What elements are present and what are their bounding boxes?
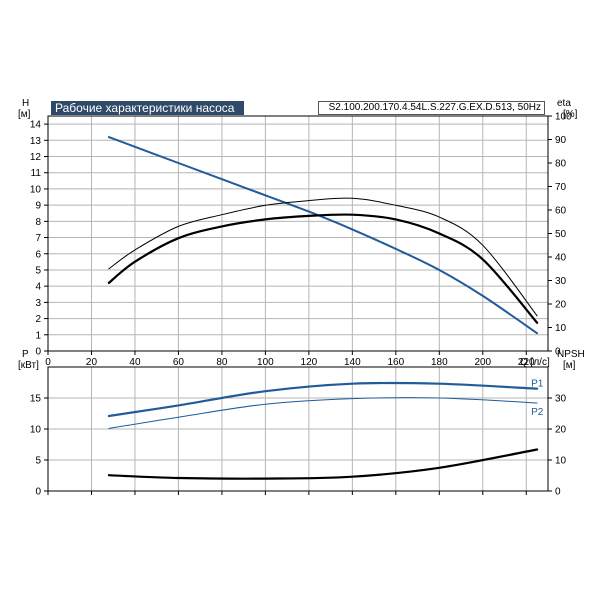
y-left-tick-label: 3 [35,298,41,309]
x-tick-label: 0 [45,357,51,368]
series-label-p1: P1 [531,379,544,390]
y-left-tick-label: 14 [30,120,42,131]
y-left-tick-label: 5 [35,265,41,276]
x-tick-label: 120 [301,357,318,368]
y-left-tick-label: 11 [31,168,42,179]
y-right-tick-label: 20 [555,300,567,311]
y-right-tick-label: 0 [555,347,561,358]
y-left-axis-label: H [22,98,29,109]
x-tick-label: 160 [387,357,404,368]
x-tick-label: 80 [216,357,228,368]
y-right-axis-label: eta [557,98,571,109]
y-right-axis-label: NPSH [557,349,585,360]
y-left-axis-label: P [22,349,29,360]
y-right-tick-label: 70 [555,182,567,193]
series-label-p2: P2 [531,407,544,418]
y-right-tick-label: 20 [555,425,567,436]
y-left-axis-unit: [кВт] [18,360,39,371]
y-left-tick-label: 15 [30,394,42,405]
series-line-p2 [108,397,538,429]
y-right-tick-label: 40 [555,253,567,264]
y-right-tick-label: 90 [555,135,567,146]
x-tick-label: 20 [86,357,98,368]
y-left-tick-label: 13 [30,136,42,147]
y-right-tick-label: 60 [555,206,567,217]
y-left-tick-label: 9 [35,201,41,212]
y-left-tick-label: 12 [30,152,42,163]
y-left-tick-label: 10 [30,184,42,195]
y-left-tick-label: 2 [35,314,41,325]
y-right-axis-unit: [м] [563,360,576,371]
x-tick-label: 220 [518,357,535,368]
y-right-tick-label: 10 [555,323,567,334]
y-right-tick-label: 10 [555,456,567,467]
y-left-tick-label: 5 [35,456,41,467]
plot-frame [47,366,549,492]
y-right-tick-label: 0 [555,487,561,498]
x-tick-label: 180 [431,357,448,368]
y-right-tick-label: 30 [555,276,567,287]
y-right-axis-unit: [%] [563,109,578,120]
y-left-tick-label: 6 [35,249,41,260]
plot-frame [47,115,549,352]
y-right-tick-label: 100 [555,112,572,123]
y-left-tick-label: 8 [35,217,41,228]
y-right-tick-label: 50 [555,229,567,240]
x-tick-label: 60 [173,357,185,368]
x-tick-label: 200 [474,357,491,368]
x-tick-label: 40 [129,357,141,368]
y-left-tick-label: 4 [35,282,41,293]
series-line-eta2 [107,213,539,324]
y-right-tick-label: 30 [555,394,567,405]
x-tick-label: 140 [344,357,361,368]
series-line-h [107,136,539,335]
chart-title: Рабочие характеристики насоса [51,101,244,115]
x-tick-label: 100 [257,357,274,368]
y-left-tick-label: 1 [35,330,41,341]
y-left-tick-label: 0 [35,347,41,358]
y-left-axis-unit: [м] [18,109,31,120]
series-line-p1 [107,381,539,418]
y-right-tick-label: 80 [555,159,567,170]
y-left-tick-label: 10 [30,425,42,436]
x-axis-label: Q [л/с] [520,357,550,368]
series-line-eta1 [108,197,538,317]
y-left-tick-label: 0 [35,487,41,498]
y-left-tick-label: 7 [35,233,41,244]
model-label: S2.100.200.170.4.54L.S.227.G.EX.D.513, 5… [318,101,545,115]
series-line-npsh [107,448,539,480]
